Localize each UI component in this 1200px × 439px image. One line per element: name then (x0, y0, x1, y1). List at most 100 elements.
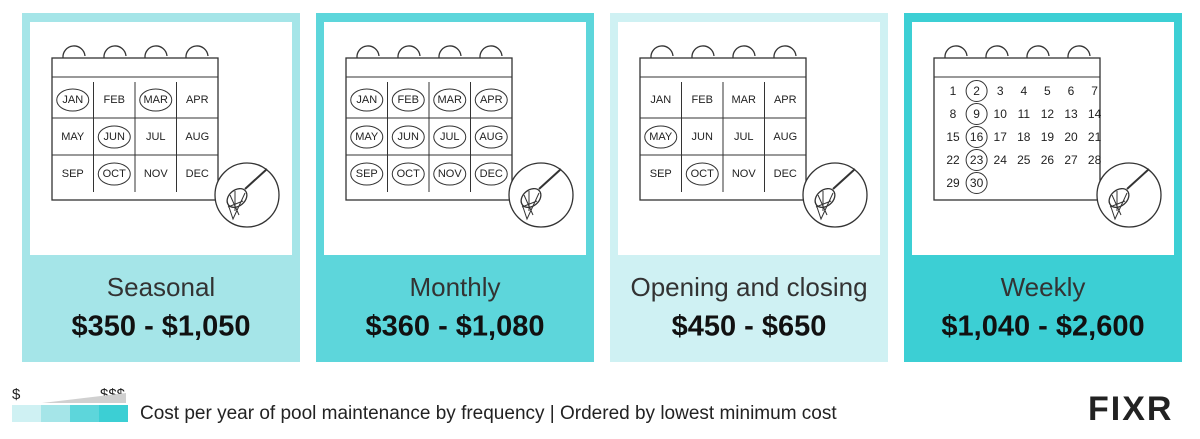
month: JUL (146, 131, 166, 143)
net-handle (1126, 168, 1150, 190)
day: 7 (1091, 84, 1098, 98)
month-circle (56, 88, 90, 112)
month: FEB (692, 94, 713, 106)
calendar-ring (732, 45, 756, 59)
month: NOV (732, 168, 757, 180)
calendar-ring (479, 45, 503, 59)
month-circle (350, 162, 384, 186)
calendar-ring (1067, 45, 1091, 59)
day: 20 (1064, 130, 1078, 144)
month: DEC (774, 168, 797, 180)
day: 22 (946, 153, 960, 167)
month: MAR (144, 94, 169, 106)
day: 30 (970, 176, 984, 190)
card-price: $450 - $650 (672, 311, 827, 343)
month-circle (474, 162, 508, 186)
day: 2 (973, 84, 980, 98)
logo: FIXR (1088, 390, 1173, 428)
month: SEP (650, 168, 672, 180)
net-mesh (1108, 191, 1128, 221)
net-handle (832, 168, 856, 190)
caption: Cost per year of pool maintenance by fre… (140, 403, 837, 424)
day: 16 (970, 130, 984, 144)
month: MAR (438, 94, 463, 106)
month: DEC (186, 168, 209, 180)
day-circle (965, 80, 988, 102)
month-circle (350, 88, 384, 112)
net-mesh (520, 191, 540, 221)
day: 24 (994, 153, 1008, 167)
month: JAN (650, 94, 671, 106)
calendar-ring (103, 45, 127, 59)
calendar (933, 57, 1101, 201)
day: 29 (946, 176, 960, 190)
month: JUN (398, 131, 419, 143)
month-circle (685, 162, 719, 186)
day: 5 (1044, 84, 1051, 98)
day-circle (965, 172, 988, 194)
day: 27 (1064, 153, 1078, 167)
legend-swatch (41, 405, 70, 422)
day: 15 (946, 130, 960, 144)
day: 12 (1041, 107, 1055, 121)
month: MAR (732, 94, 757, 106)
month: JAN (356, 94, 377, 106)
legend-swatch (70, 405, 99, 422)
day: 13 (1064, 107, 1078, 121)
month: NOV (144, 168, 169, 180)
month: JUL (440, 131, 460, 143)
card-label: Monthly (409, 272, 500, 302)
legend-low: $ (12, 386, 21, 403)
month: JUL (734, 131, 754, 143)
card-label: Seasonal (107, 272, 215, 302)
day: 9 (973, 107, 980, 121)
net-mesh (814, 191, 834, 221)
card-price: $360 - $1,080 (366, 311, 545, 343)
month-circle (391, 88, 425, 112)
day-circle (965, 126, 988, 148)
month-circle (433, 162, 467, 186)
month: MAY (649, 131, 673, 143)
card-label: Opening and closing (630, 272, 867, 302)
day-circle (965, 103, 988, 125)
net-handle (244, 168, 268, 190)
calendar-ring (356, 45, 380, 59)
month: NOV (438, 168, 463, 180)
day: 25 (1017, 153, 1031, 167)
calendar-ring (438, 45, 462, 59)
month-circle (433, 88, 467, 112)
day: 26 (1041, 153, 1055, 167)
legend-swatch (99, 405, 128, 422)
month: AUG (479, 131, 503, 143)
day: 6 (1068, 84, 1075, 98)
month: AUG (185, 131, 209, 143)
calendar-ring (62, 45, 86, 59)
day: 14 (1088, 107, 1102, 121)
month: MAY (61, 131, 85, 143)
day: 19 (1041, 130, 1055, 144)
month-circle (391, 125, 425, 149)
calendar-ring (985, 45, 1009, 59)
month: JAN (62, 94, 83, 106)
month-circle (97, 125, 131, 149)
day: 18 (1017, 130, 1031, 144)
day: 28 (1088, 153, 1102, 167)
legend-wedge (42, 393, 126, 403)
net-handle (538, 168, 562, 190)
card-price: $1,040 - $2,600 (941, 311, 1144, 343)
day: 11 (1018, 107, 1031, 121)
month: APR (480, 94, 503, 106)
month: MAY (355, 131, 379, 143)
month-circle (474, 125, 508, 149)
net-mesh (226, 191, 246, 221)
month: OCT (103, 168, 127, 180)
calendar-ring (650, 45, 674, 59)
calendar-ring (944, 45, 968, 59)
calendar-ring (691, 45, 715, 59)
month: SEP (356, 168, 378, 180)
month-circle (350, 125, 384, 149)
month: SEP (62, 168, 84, 180)
day: 23 (970, 153, 984, 167)
